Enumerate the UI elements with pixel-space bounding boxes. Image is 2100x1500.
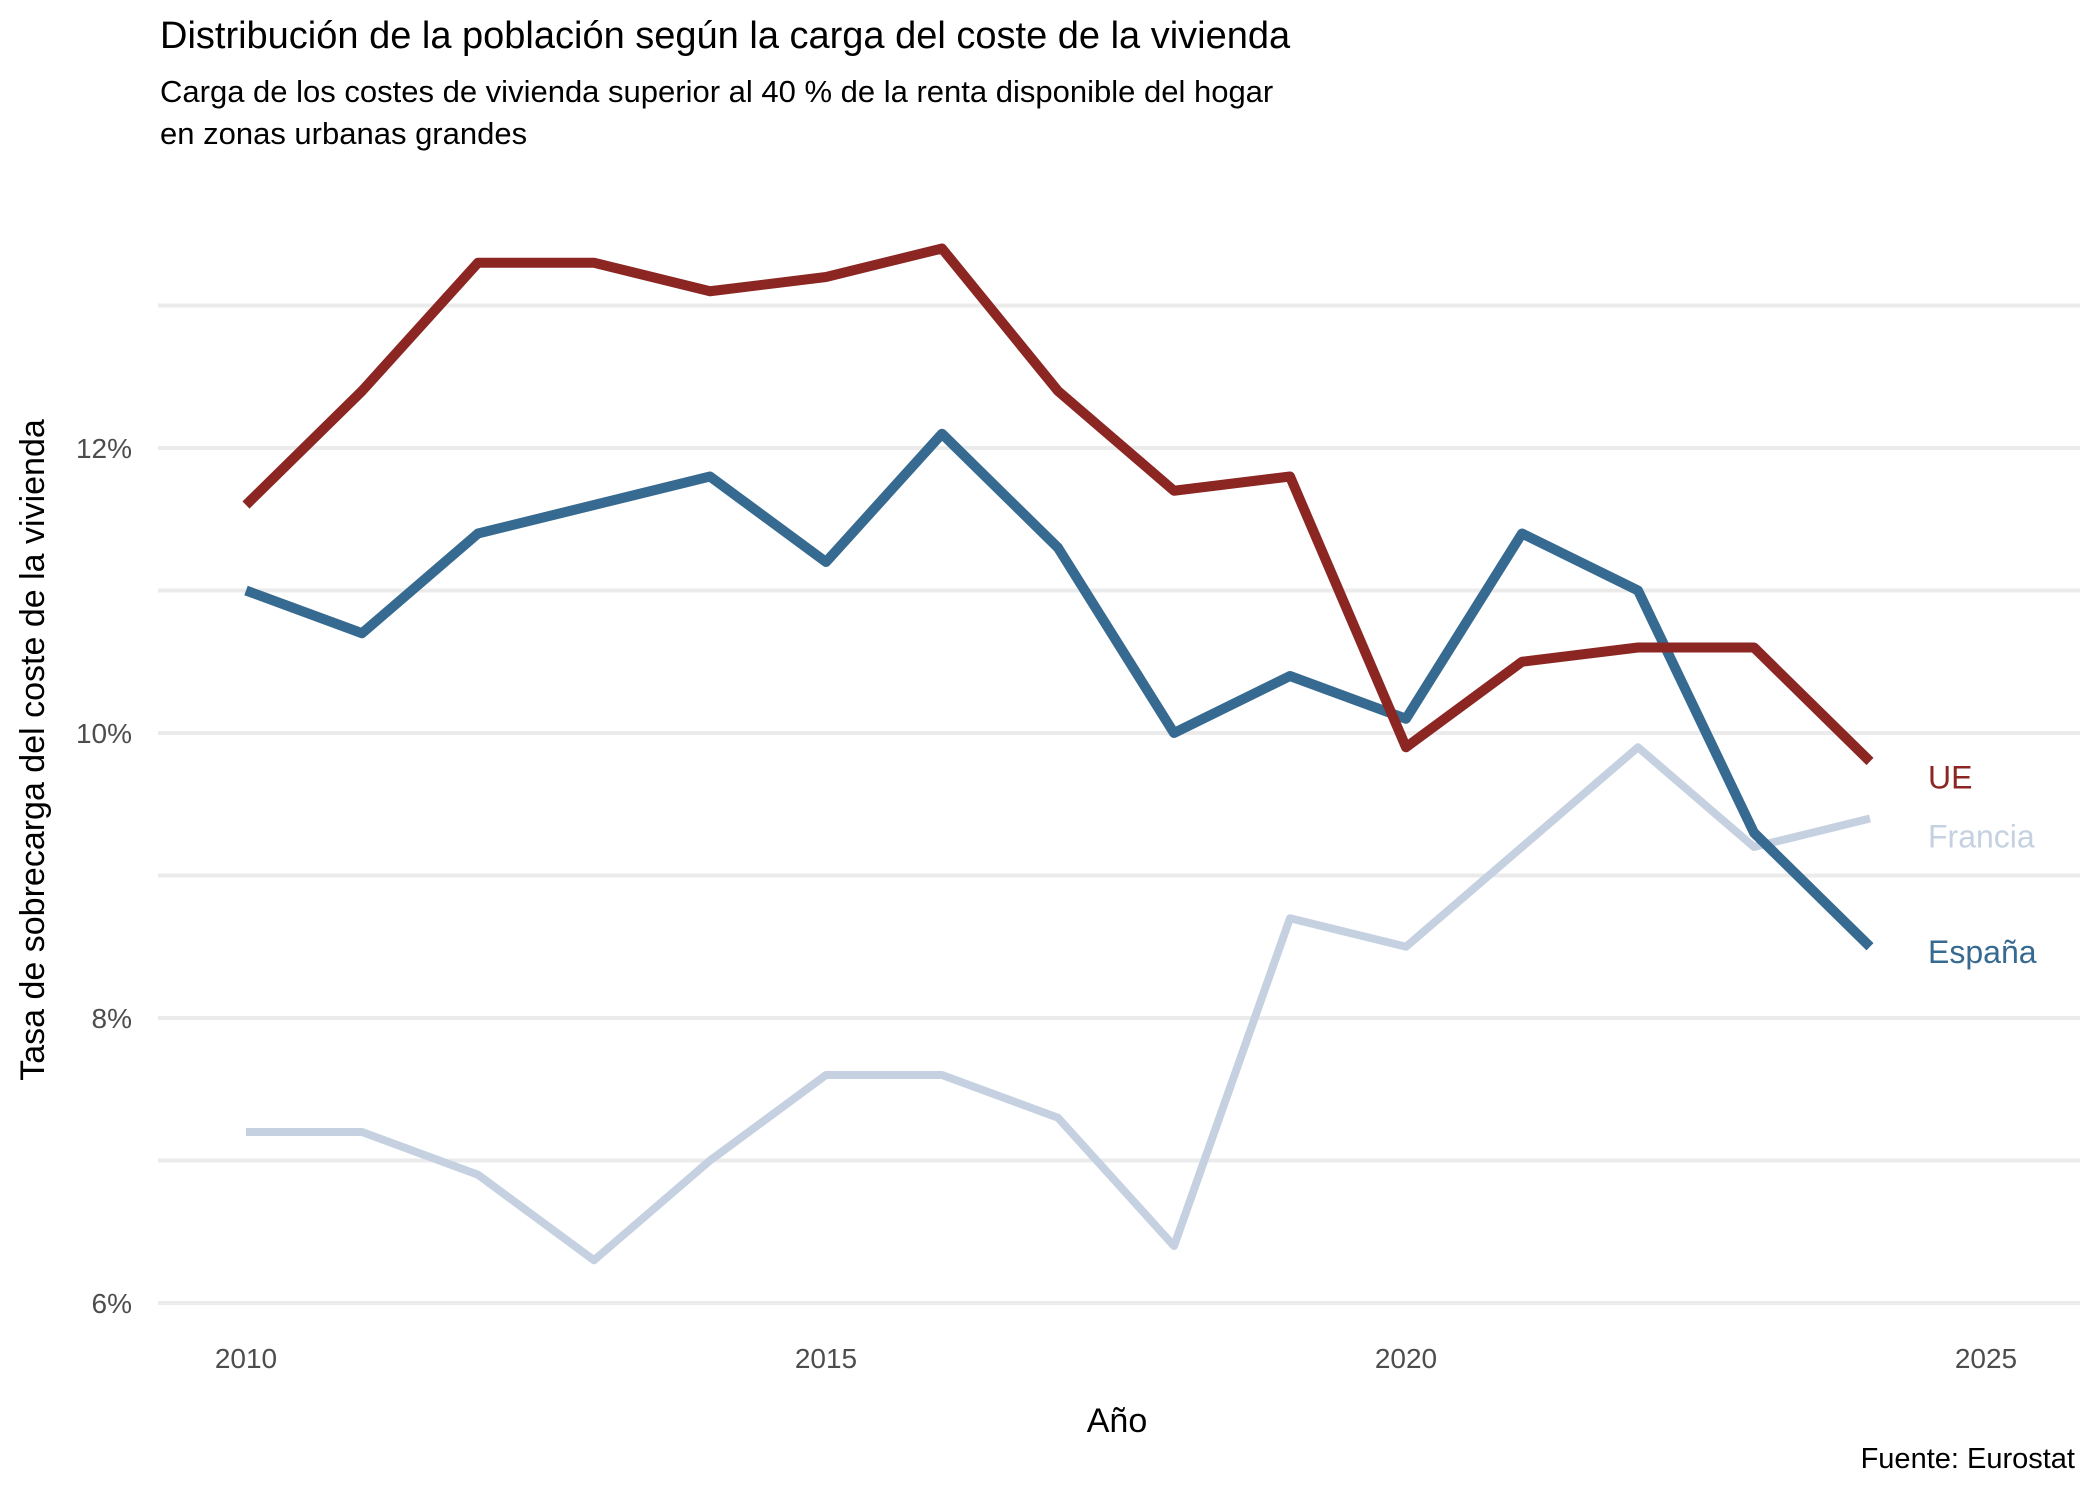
x-tick-label-2025: 2025: [1955, 1343, 2017, 1374]
y-tick-label-6: 6%: [92, 1288, 132, 1319]
y-tick-label-10: 10%: [76, 718, 132, 749]
series-label-ue: UE: [1928, 760, 1972, 796]
y-axis-title: Tasa de sobrecarga del coste de la vivie…: [14, 419, 52, 1081]
y-tick-label-12: 12%: [76, 433, 132, 464]
series-label-francia: Francia: [1928, 819, 2035, 855]
x-tick-label-2010: 2010: [215, 1343, 277, 1374]
series-label-españa: España: [1928, 934, 2037, 970]
line-francia: [246, 743, 1871, 1265]
series-direct-labels: UE Francia España: [1928, 760, 2037, 970]
chart-subtitle-line2: en zonas urbanas grandes: [160, 116, 527, 151]
x-tick-label-2015: 2015: [795, 1343, 857, 1374]
chart-subtitle-line1: Carga de los costes de vivienda superior…: [160, 74, 1273, 109]
chart-title: Distribución de la población según la ca…: [160, 15, 1291, 57]
line-ue: [242, 243, 1874, 766]
axis-tick-labels: 6% 8% 10% 12% 2010 2015 2020 2025: [76, 433, 2017, 1374]
line-españa: [244, 428, 1874, 951]
y-tick-label-8: 8%: [92, 1003, 132, 1034]
source-caption: Fuente: Eurostat: [1861, 1443, 2075, 1475]
x-axis-title: Año: [1087, 1402, 1148, 1440]
data-series: [242, 243, 1874, 1265]
x-tick-label-2020: 2020: [1375, 1343, 1437, 1374]
gridlines: [158, 303, 2080, 1305]
